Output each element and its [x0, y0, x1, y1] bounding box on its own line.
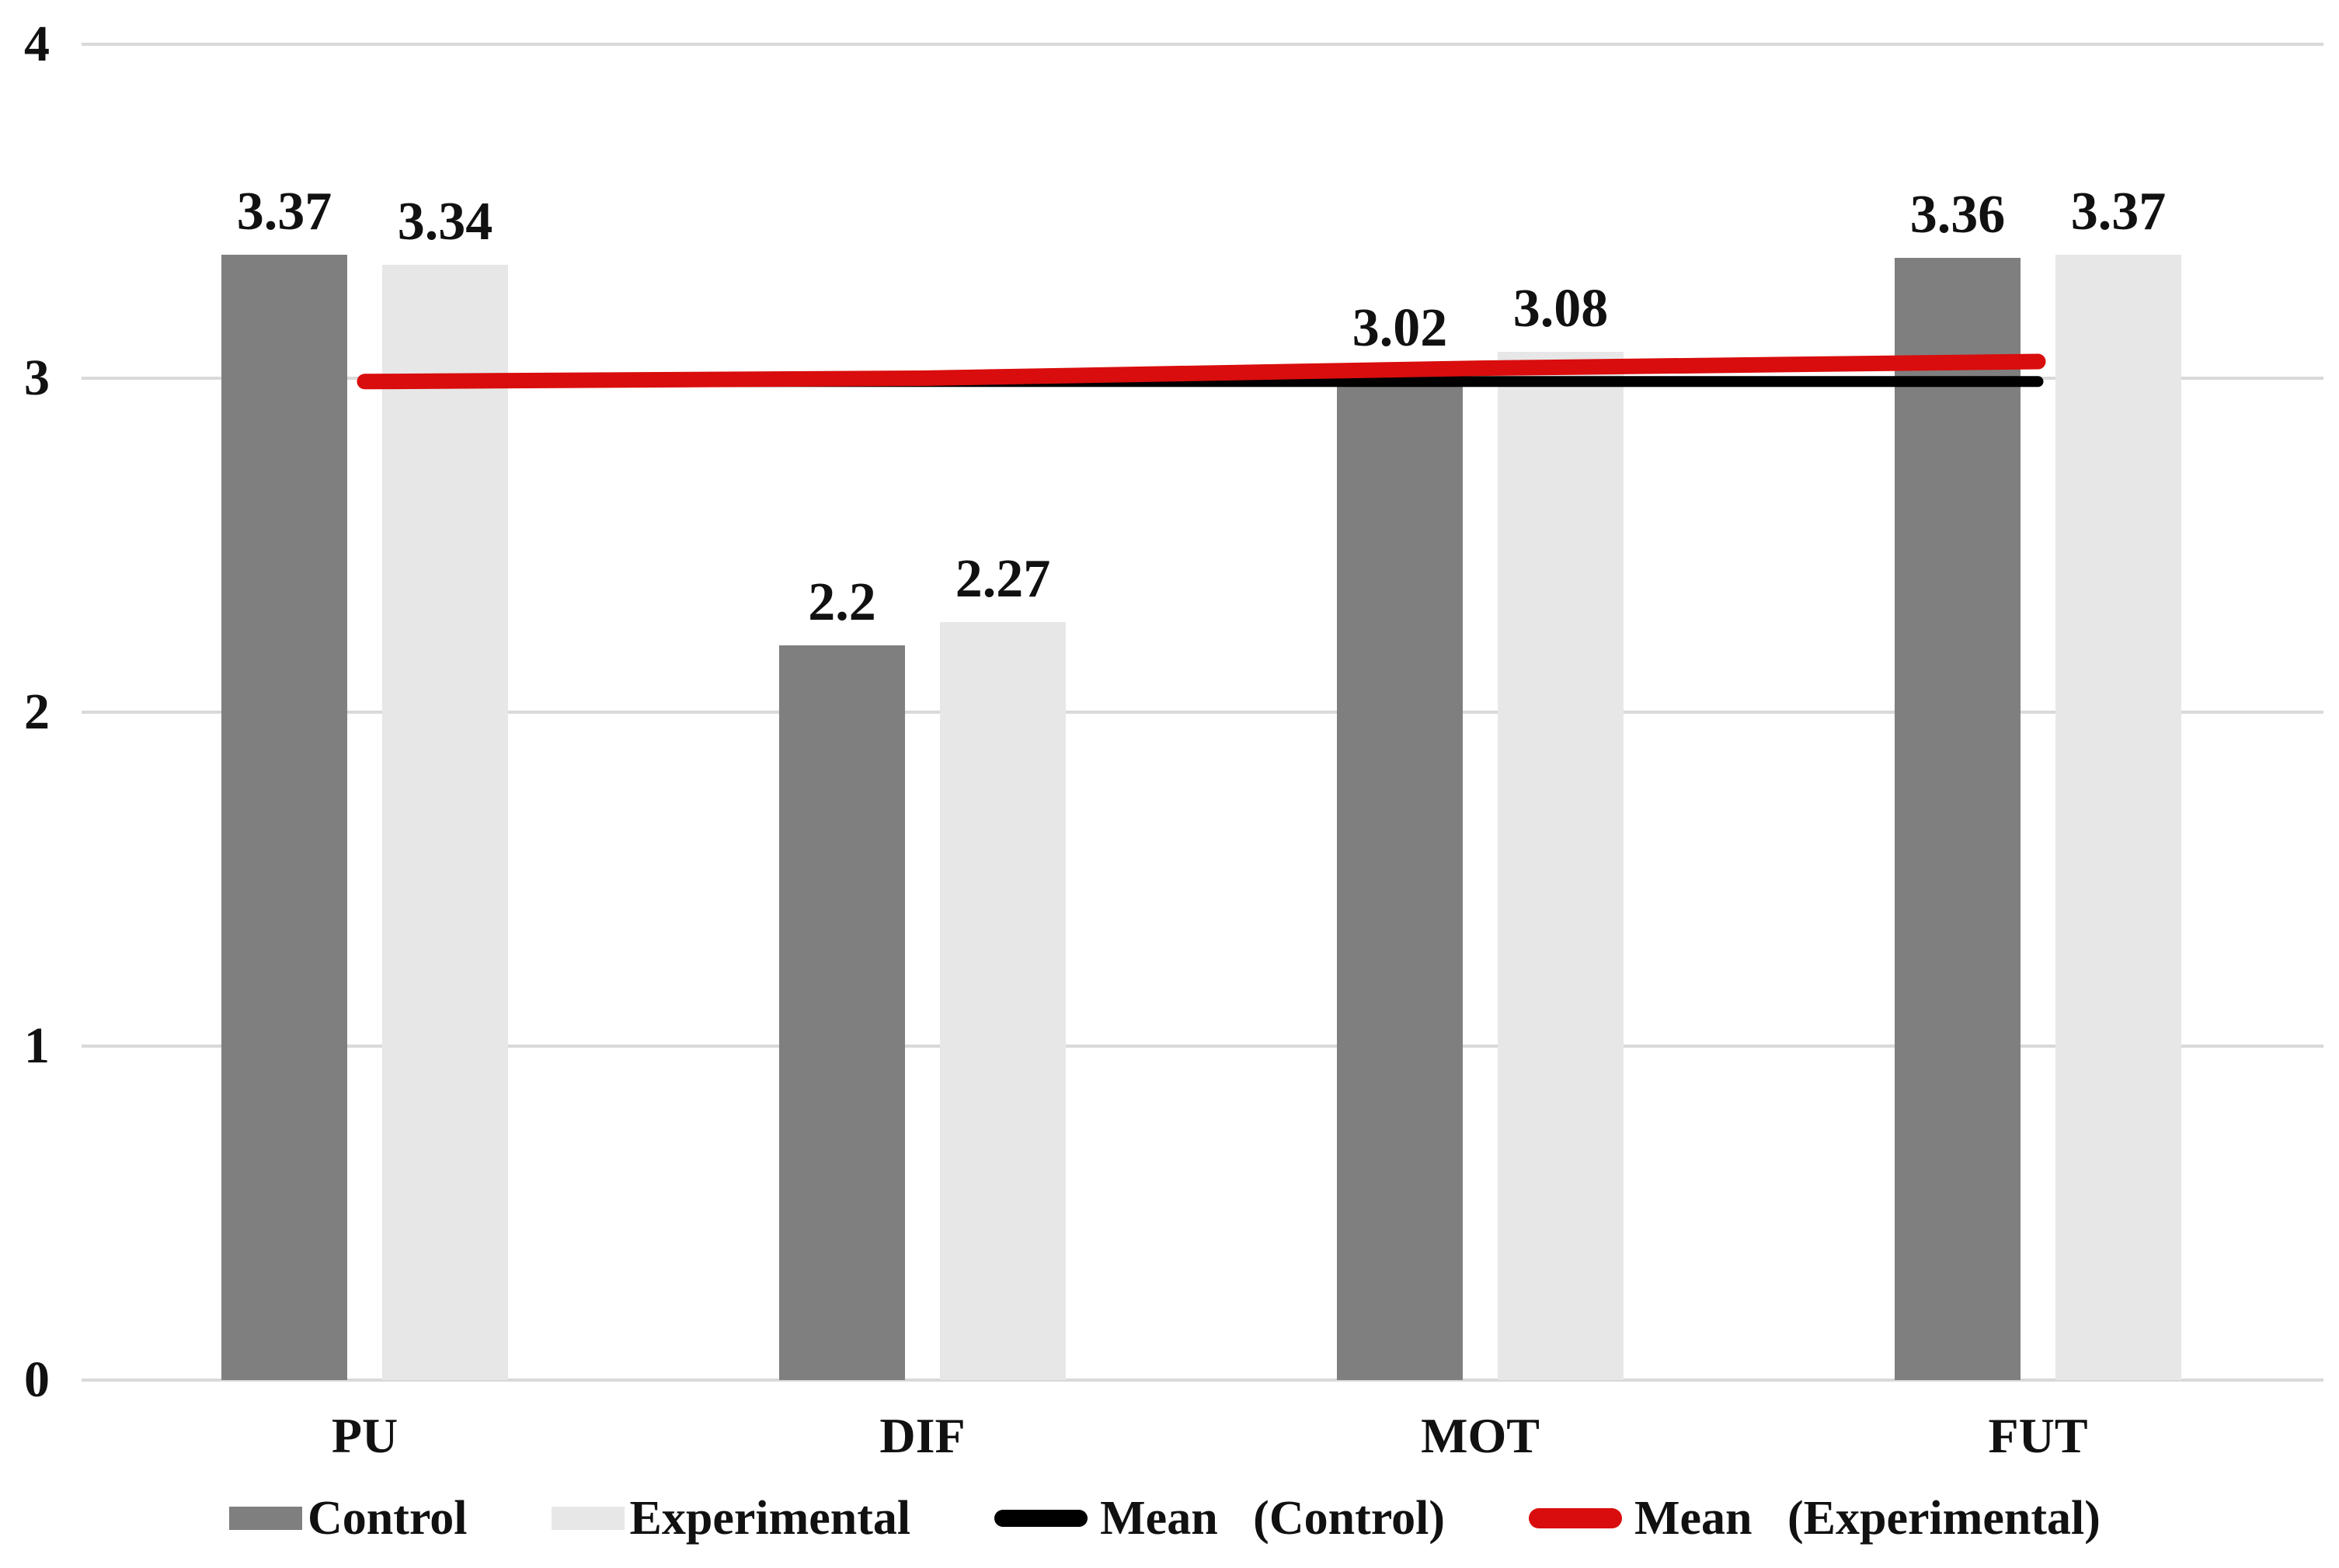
legend-label: Mean (Experimental)	[1634, 1491, 2101, 1545]
bar-value-label: 2.27	[955, 548, 1051, 609]
bar-experimental-fut	[2055, 254, 2181, 1380]
legend-item-control: Control	[229, 1491, 468, 1546]
y-tick-label: 4	[24, 16, 50, 72]
legend-label: Experimental	[629, 1491, 911, 1545]
bar-control-mot	[1337, 371, 1463, 1380]
gridline-y-4	[82, 43, 2323, 46]
y-tick-label: 0	[24, 1351, 50, 1408]
bar-experimental-dif	[940, 621, 1066, 1380]
bar-value-label: 3.34	[397, 191, 493, 252]
bar-control-pu	[221, 254, 347, 1380]
legend-swatch-bar	[229, 1507, 302, 1530]
legend-swatch-line	[1529, 1508, 1622, 1528]
x-axis-label-fut: FUT	[1988, 1408, 2088, 1463]
bar-value-label: 3.08	[1512, 278, 1609, 339]
legend-item-experimental: Experimental	[551, 1491, 911, 1546]
legend-label: Mean (Control)	[1100, 1491, 1445, 1545]
x-axis-label-dif: DIF	[879, 1408, 966, 1463]
y-tick-label: 1	[24, 1017, 50, 1074]
legend-item-mean-control: Mean (Control)	[994, 1491, 1445, 1546]
bar-value-label: 2.2	[808, 572, 876, 632]
legend-swatch-line	[994, 1510, 1088, 1527]
x-axis-label-pu: PU	[331, 1408, 399, 1463]
mean-experimental-line	[357, 353, 2046, 390]
bar-control-dif	[779, 645, 905, 1380]
x-axis-label-mot: MOT	[1421, 1408, 1540, 1463]
gridline-y-1	[82, 1045, 2323, 1048]
y-tick-label: 3	[24, 349, 50, 406]
bar-experimental-pu	[382, 264, 508, 1380]
y-tick-label: 2	[24, 683, 50, 740]
bar-value-label: 3.02	[1352, 298, 1448, 359]
bar-value-label: 3.37	[236, 181, 332, 242]
bar-control-fut	[1895, 258, 2021, 1380]
bar-experimental-mot	[1498, 351, 1624, 1380]
legend-item-mean-experimental: Mean (Experimental)	[1529, 1491, 2101, 1546]
gridline-y-0	[82, 1379, 2323, 1382]
legend-label: Control	[308, 1491, 468, 1545]
gridline-y-2	[82, 711, 2323, 714]
bar-value-label: 3.36	[1909, 185, 2006, 245]
bar-value-label: 3.37	[2070, 181, 2167, 242]
legend-swatch-bar	[551, 1507, 625, 1530]
legend: Control Experimental Mean (Control) Mean (E…	[229, 1485, 2101, 1552]
